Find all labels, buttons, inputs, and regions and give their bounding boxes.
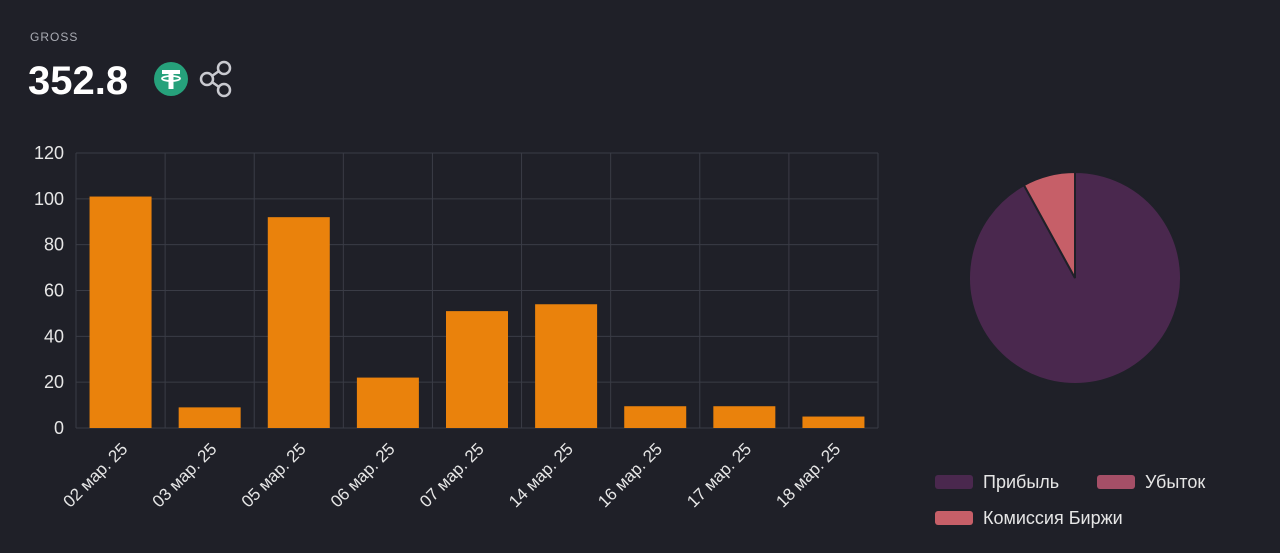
bar [535,304,598,428]
bar [713,406,776,428]
pie-slice [1022,170,1076,279]
y-tick-label: 100 [34,189,64,209]
y-tick-label: 40 [44,326,64,346]
legend-label: Комиссия Биржи [983,508,1123,528]
legend-swatch [1097,475,1135,489]
pie-chart: Прибыль Убыток Комиссия Биржи [935,170,1205,528]
bar [267,217,330,428]
y-tick-label: 120 [34,143,64,163]
legend-label: Прибыль [983,472,1059,492]
bar [178,407,241,428]
legend-swatch [935,475,973,489]
legend-label: Убыток [1145,472,1205,492]
share-button[interactable] [199,60,232,98]
bar [624,406,687,428]
y-tick-label: 80 [44,235,64,255]
y-tick-label: 0 [54,418,64,438]
y-tick-label: 60 [44,281,64,301]
currency-icon [154,62,188,96]
gross-label: GROSS [30,30,78,44]
bar [89,196,152,428]
legend-swatch [935,511,973,525]
gross-value: 352.8 [28,59,128,103]
bar [356,377,419,428]
bar [802,416,865,428]
bar [446,311,508,428]
y-tick-label: 20 [44,372,64,392]
